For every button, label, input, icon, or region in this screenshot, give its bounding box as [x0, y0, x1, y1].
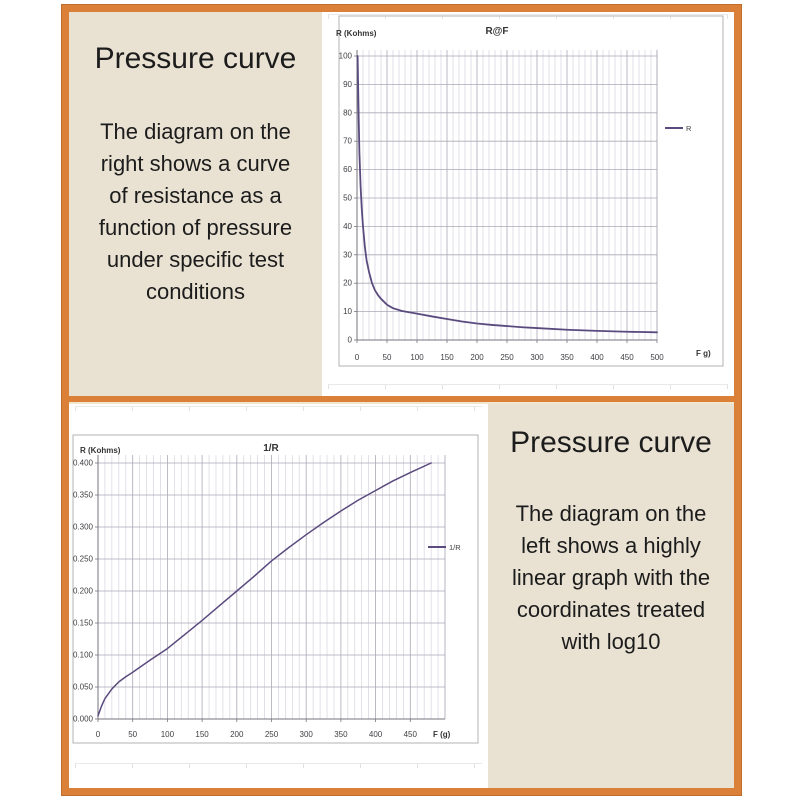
- svg-text:0.000: 0.000: [73, 715, 94, 724]
- svg-text:400: 400: [590, 353, 604, 362]
- top-panel-title: Pressure curve: [94, 42, 297, 75]
- svg-text:0: 0: [96, 730, 101, 739]
- svg-text:0.250: 0.250: [73, 555, 94, 564]
- svg-text:250: 250: [265, 730, 279, 739]
- svg-text:0.200: 0.200: [73, 587, 94, 596]
- chart-panel-1-over-r: 0 50 100 150 200 250 300 350 400 450 0.000 0.050 0.1…: [69, 404, 488, 788]
- svg-text:200: 200: [230, 730, 244, 739]
- top-text-panel: Pressure curve The diagram on the right …: [69, 12, 322, 396]
- x-axis-label: F (g): [433, 730, 451, 739]
- bottom-panel-body: The diagram on the left shows a highly l…: [511, 501, 711, 654]
- svg-text:0: 0: [355, 353, 360, 362]
- svg-text:0.150: 0.150: [73, 619, 94, 628]
- axis-ticks: [95, 462, 411, 722]
- svg-text:0.400: 0.400: [73, 459, 94, 468]
- svg-text:350: 350: [334, 730, 348, 739]
- y-axis-label: R (Kohms): [80, 446, 121, 455]
- top-section: Pressure curve The diagram on the right …: [69, 12, 734, 396]
- section-divider: [69, 396, 734, 404]
- svg-text:500: 500: [650, 353, 664, 362]
- svg-text:80: 80: [343, 108, 352, 117]
- svg-text:200: 200: [470, 353, 484, 362]
- svg-text:100: 100: [339, 52, 353, 61]
- grid: [97, 455, 446, 720]
- bottom-text-panel: Pressure curve The diagram on the left s…: [488, 404, 734, 788]
- svg-text:0.300: 0.300: [73, 523, 94, 532]
- svg-text:150: 150: [440, 353, 454, 362]
- legend: R: [665, 124, 692, 133]
- legend-label: R: [686, 124, 692, 133]
- tick-labels: 0 50 100 150 200 250 300 350 400 450 500 0 10 20 30 40 5…: [339, 52, 665, 363]
- bottom-panel-title: Pressure curve: [510, 426, 712, 459]
- axis-ticks: [354, 55, 658, 343]
- svg-text:450: 450: [620, 353, 634, 362]
- svg-text:0.350: 0.350: [73, 491, 94, 500]
- svg-text:150: 150: [195, 730, 209, 739]
- grid: [356, 50, 658, 341]
- svg-text:10: 10: [343, 307, 352, 316]
- series-line: [356, 55, 658, 334]
- svg-text:250: 250: [500, 353, 514, 362]
- y-axis-label: R (Kohms): [336, 29, 377, 38]
- svg-text:0.050: 0.050: [73, 683, 94, 692]
- svg-text:0.100: 0.100: [73, 651, 94, 660]
- chart-panel-r-at-f: 0 50 100 150 200 250 300 350 400 450 500 0 10 20 30 40 5…: [322, 12, 734, 396]
- svg-text:300: 300: [300, 730, 314, 739]
- svg-text:300: 300: [530, 353, 544, 362]
- x-axis-label: F g): [696, 349, 711, 358]
- svg-text:350: 350: [560, 353, 574, 362]
- top-panel-body: The diagram on the right shows a curve o…: [98, 119, 293, 304]
- svg-text:100: 100: [161, 730, 175, 739]
- svg-text:450: 450: [404, 730, 418, 739]
- svg-text:100: 100: [410, 353, 424, 362]
- svg-text:50: 50: [383, 353, 392, 362]
- chart-1-over-r: 0 50 100 150 200 250 300 350 400 450 0.000 0.050 0.1…: [72, 434, 479, 744]
- legend: 1/R: [428, 543, 461, 552]
- svg-text:40: 40: [343, 222, 352, 231]
- chart-r-at-f: 0 50 100 150 200 250 300 350 400 450 500 0 10 20 30 40 5…: [336, 15, 724, 367]
- spreadsheet-gridline: [75, 763, 482, 768]
- chart-title: 1/R: [263, 443, 279, 454]
- spreadsheet-gridline: [328, 384, 728, 389]
- svg-text:50: 50: [343, 194, 352, 203]
- svg-text:60: 60: [343, 165, 352, 174]
- spreadsheet-gridline: [328, 14, 728, 19]
- chart-title: R@F: [485, 26, 508, 37]
- spreadsheet-gridline: [75, 406, 482, 411]
- svg-text:90: 90: [343, 80, 352, 89]
- series-line: [97, 462, 432, 717]
- svg-text:400: 400: [369, 730, 383, 739]
- bottom-section: 0 50 100 150 200 250 300 350 400 450 0.000 0.050 0.1…: [69, 404, 734, 788]
- svg-text:50: 50: [128, 730, 137, 739]
- legend-label: 1/R: [449, 543, 461, 552]
- svg-text:70: 70: [343, 137, 352, 146]
- svg-text:20: 20: [343, 279, 352, 288]
- orange-frame: Pressure curve The diagram on the right …: [62, 5, 741, 795]
- svg-text:30: 30: [343, 250, 352, 259]
- svg-text:0: 0: [348, 336, 353, 345]
- tick-labels: 0 50 100 150 200 250 300 350 400 450 0.000 0.050 0.1…: [73, 459, 418, 740]
